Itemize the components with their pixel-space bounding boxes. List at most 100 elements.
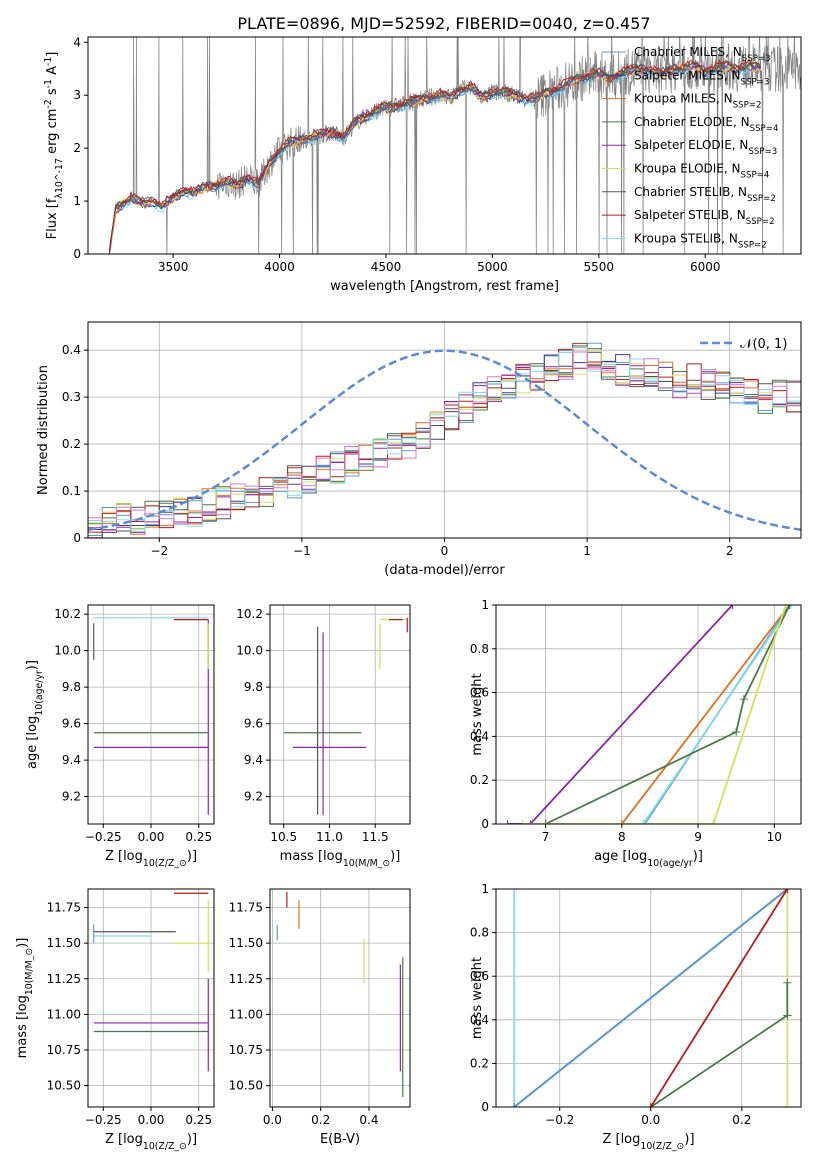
- label-subscript: SSP=3: [742, 54, 771, 64]
- y-tick-label: 10.75: [47, 1043, 81, 1057]
- residual-histogram-line: [88, 346, 801, 530]
- label-part: wavelength [Angstrom, rest frame]: [330, 279, 559, 294]
- residual-histogram-line: [88, 345, 801, 538]
- y-axis-label: mass [log10(M/M_⊙​)]: [15, 938, 35, 1059]
- label-part: s: [45, 88, 60, 99]
- residual-histogram-line: [88, 346, 801, 533]
- x-tick-label: 10: [767, 830, 782, 844]
- y-tick-label: 1: [481, 598, 489, 612]
- legend-entry: Chabrier MILES, NSSP=3​: [634, 45, 771, 64]
- axes: −0.25 0.00 0.25 10.50 10.75 11.00 11.25 11.50 11…: [15, 888, 215, 1152]
- y-tick-label: 0.2: [62, 437, 81, 451]
- axes: −0.2 0.0 0.2 0 0.2 0.4 0.6 0.8 1 Z [log10(Z/Z_⊙​)…: [470, 882, 802, 1152]
- x-tick-label: 4000: [264, 260, 295, 274]
- y-tick-label: 9.4: [244, 753, 263, 767]
- y-tick-label: 10.2: [54, 607, 81, 621]
- y-axis-label: Normed distribution: [36, 365, 51, 495]
- label-part: ]: [45, 52, 60, 57]
- label-part: Z [log: [602, 1132, 640, 1147]
- y-tick-label: 10.50: [229, 1079, 263, 1093]
- x-tick-label: 8: [618, 830, 626, 844]
- cumulative-mass-point: [639, 820, 648, 824]
- legend-entry: Kroupa ELODIE, NSSP=4​: [634, 162, 769, 181]
- legend-entry: Salpeter ELODIE, NSSP=3​: [634, 138, 777, 157]
- label-part: Chabrier ELODIE, N: [634, 115, 750, 129]
- cumulative-mass-point: [783, 889, 792, 893]
- cumulative-mass-line: [650, 982, 789, 1107]
- legend-entry: Kroupa MILES, NSSP=2​: [634, 92, 762, 111]
- label-subscript: 10(Z/Z_⊙: [640, 1141, 684, 1152]
- residual-histogram-line: [88, 342, 801, 538]
- x-axis-label: mass [log10(M/M_⊙​)]: [280, 849, 401, 869]
- cum-mass-vs-age-panel: 7 8 9 10 0 0.2 0.4 0.6 0.8 1 age [log10(age/yr​)] m…: [470, 598, 802, 869]
- x-axis-label: Z [log10(Z/Z_⊙​)]: [105, 1132, 197, 1152]
- y-tick-label: 0.6: [470, 686, 489, 700]
- cumulative-mass-point: [732, 728, 741, 737]
- cumulative-mass-point: [728, 605, 737, 609]
- plot-frame: [495, 604, 802, 825]
- y-tick-label: 3: [73, 88, 81, 102]
- y-axis-label: age [log10(age/yr​)]: [25, 660, 45, 769]
- y-tick-label: 0.3: [62, 390, 81, 404]
- model-spectrum-line-chabrier-stelib: [108, 59, 762, 251]
- x-axis-label: age [log10(age/yr​)]: [594, 849, 703, 869]
- cumulative-mass-point: [510, 1103, 519, 1107]
- label-subscript: SSP=3: [748, 147, 777, 157]
- x-tick-label: 9: [694, 830, 702, 844]
- cumulative-mass-point: [518, 820, 527, 824]
- label-subscript: SSP=2: [746, 217, 775, 227]
- x-tick-label: −0.2: [545, 1113, 574, 1127]
- y-tick-label: 9.8: [62, 680, 81, 694]
- plot-area: [503, 605, 796, 824]
- y-tick-label: 11.25: [47, 972, 81, 986]
- cumulative-mass-point: [646, 1103, 655, 1107]
- x-axis-label: Z [log10(Z/Z_⊙​)]: [602, 1132, 694, 1152]
- model-spectrum-line-chabrier-elodie: [108, 60, 761, 253]
- cumulative-mass-point: [785, 605, 794, 609]
- plot-area: [510, 889, 792, 1107]
- cumulative-mass-point: [709, 820, 718, 824]
- label-part: Kroupa MILES, N: [634, 92, 733, 106]
- x-tick-label: 11.5: [362, 830, 389, 844]
- cumulative-mass-line: [642, 605, 792, 824]
- label-part: Normed distribution: [36, 365, 51, 495]
- x-tick-label: 0.00: [138, 830, 165, 844]
- y-axis-label: mass weight: [470, 673, 485, 755]
- plot-area: [88, 342, 801, 538]
- residual-histogram-line: [88, 351, 801, 531]
- plot-area: [276, 891, 404, 1098]
- residual-histogram-line: [88, 342, 801, 536]
- cumulative-mass-line: [513, 889, 788, 1107]
- label-part: mass weight: [470, 957, 485, 1039]
- axes: 7 8 9 10 0 0.2 0.4 0.6 0.8 1 age [log10(age/yr​)] m…: [470, 598, 802, 869]
- y-tick-label: 11.00: [229, 1007, 263, 1021]
- model-spectrum-line-salpeter-stelib: [108, 59, 761, 252]
- plot-area: [283, 617, 408, 815]
- y-tick-label: 2: [73, 141, 81, 155]
- label-subscript: SSP=2: [738, 240, 767, 250]
- label-part: (data-model)/error: [384, 563, 505, 578]
- y-tick-label: 11.75: [47, 901, 81, 915]
- y-tick-label: 0: [481, 817, 489, 831]
- cumulative-mass-point: [783, 978, 792, 987]
- label-subscript: SSP=4: [750, 124, 779, 134]
- x-tick-label: 0.00: [138, 1113, 165, 1127]
- label-subscript: SSP=2: [733, 101, 762, 111]
- label-part: )]: [25, 660, 40, 670]
- legend-entry: Chabrier ELODIE, NSSP=4​: [634, 115, 778, 134]
- label-part: Chabrier STELIB, N: [634, 185, 747, 199]
- label-part: )]: [187, 1132, 197, 1147]
- y-tick-label: 0: [73, 247, 81, 261]
- label-subscript: SSP=3: [741, 77, 770, 87]
- cumulative-mass-point: [541, 820, 550, 824]
- legend-entry: 𝒩(0, 1): [740, 337, 787, 352]
- y-tick-label: 0.8: [470, 642, 489, 656]
- x-tick-label: 0.0: [641, 1113, 660, 1127]
- label-part: Chabrier MILES, N: [634, 45, 742, 59]
- residuals-panel: −2 −1 0 1 2 0 0.1 0.2 0.3 0.4 (data-model)/error No…: [36, 321, 802, 578]
- cumulative-mass-point: [526, 820, 535, 824]
- legend-entry: Chabrier STELIB, NSSP=2​: [634, 185, 776, 204]
- axes: −2 −1 0 1 2 0 0.1 0.2 0.3 0.4 (data-model)/error No…: [36, 321, 802, 578]
- cumulative-mass-line: [522, 605, 787, 824]
- grid-lines: [88, 605, 214, 824]
